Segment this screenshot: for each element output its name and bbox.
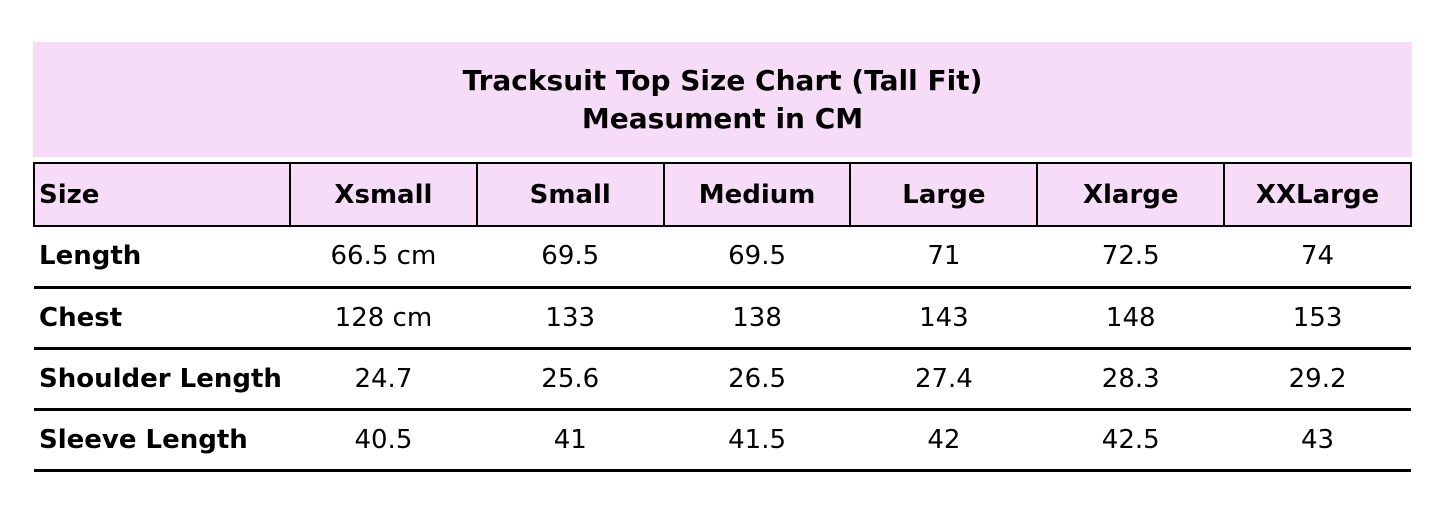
column-header-size: Size — [33, 162, 291, 227]
row-label-chest: Chest — [34, 287, 290, 350]
value-cell: 41 — [476, 409, 664, 472]
value-cell: 24.7 — [290, 348, 477, 411]
value-cell: 28.3 — [1037, 348, 1225, 411]
column-header-xsmall: Xsmall — [289, 162, 478, 227]
value-cell: 133 — [476, 287, 664, 350]
value-cell: 42.5 — [1037, 409, 1225, 472]
value-cell: 26.5 — [663, 348, 851, 411]
value-cell: 143 — [850, 287, 1038, 350]
size-table-header: Size Xsmall Small Medium Large Xlarge XX… — [33, 162, 1412, 227]
value-cell: 43 — [1224, 409, 1411, 472]
value-cell: 71 — [850, 226, 1038, 289]
value-cell: 40.5 — [290, 409, 477, 472]
value-cell: 128 cm — [290, 287, 477, 350]
column-header-xlarge: Xlarge — [1036, 162, 1226, 227]
size-table: Size Xsmall Small Medium Large Xlarge XX… — [33, 162, 1412, 472]
chart-subtitle: Measument in CM — [581, 101, 864, 135]
size-chart: Tracksuit Top Size Chart (Tall Fit) Meas… — [33, 42, 1412, 472]
table-row-length: Length 66.5 cm 69.5 69.5 71 72.5 74 — [34, 226, 1411, 289]
value-cell: 148 — [1037, 287, 1225, 350]
row-label-length: Length — [34, 226, 290, 289]
value-cell: 69.5 — [663, 226, 851, 289]
value-cell: 27.4 — [850, 348, 1038, 411]
header-row: Size Xsmall Small Medium Large Xlarge XX… — [33, 162, 1412, 227]
chart-title: Tracksuit Top Size Chart (Tall Fit) — [462, 63, 983, 97]
row-label-sleeve-length: Sleeve Length — [34, 409, 290, 472]
column-header-large: Large — [849, 162, 1039, 227]
column-header-xxlarge: XXLarge — [1223, 162, 1412, 227]
column-header-small: Small — [475, 162, 665, 227]
value-cell: 153 — [1224, 287, 1411, 350]
size-table-body: Length 66.5 cm 69.5 69.5 71 72.5 74 Ches… — [34, 226, 1411, 472]
title-banner: Tracksuit Top Size Chart (Tall Fit) Meas… — [33, 42, 1412, 157]
table-row-shoulder-length: Shoulder Length 24.7 25.6 26.5 27.4 28.3… — [34, 348, 1411, 411]
value-cell: 138 — [663, 287, 851, 350]
value-cell: 29.2 — [1224, 348, 1411, 411]
row-label-shoulder-length: Shoulder Length — [34, 348, 290, 411]
value-cell: 66.5 cm — [290, 226, 477, 289]
value-cell: 42 — [850, 409, 1038, 472]
column-header-medium: Medium — [662, 162, 852, 227]
table-row-chest: Chest 128 cm 133 138 143 148 153 — [34, 287, 1411, 350]
value-cell: 69.5 — [476, 226, 664, 289]
table-row-sleeve-length: Sleeve Length 40.5 41 41.5 42 42.5 43 — [34, 409, 1411, 472]
value-cell: 74 — [1224, 226, 1411, 289]
value-cell: 25.6 — [476, 348, 664, 411]
value-cell: 72.5 — [1037, 226, 1225, 289]
value-cell: 41.5 — [663, 409, 851, 472]
